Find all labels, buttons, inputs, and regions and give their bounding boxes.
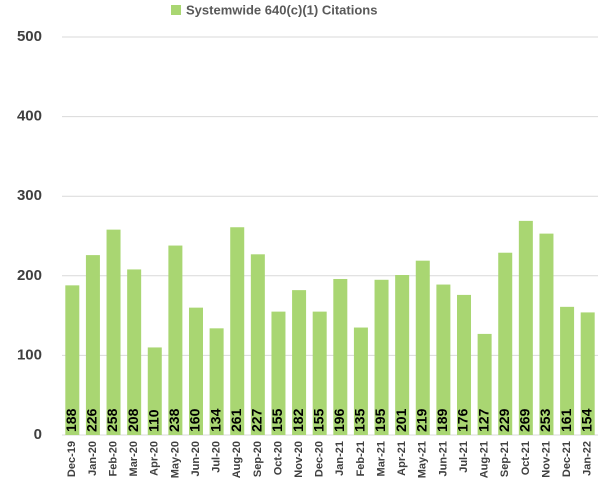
data-label: 227 bbox=[249, 408, 265, 432]
x-tick-label: Dec-21 bbox=[561, 441, 573, 477]
data-label: 160 bbox=[187, 408, 203, 432]
x-tick-label: Sep-20 bbox=[252, 441, 264, 477]
x-tick-label: Apr-20 bbox=[149, 441, 161, 476]
x-tick-label: Jun-21 bbox=[437, 441, 449, 476]
bar bbox=[271, 311, 286, 435]
data-label: 135 bbox=[352, 408, 368, 432]
x-tick-label: Jun-20 bbox=[190, 441, 202, 476]
y-tick-label: 400 bbox=[17, 108, 42, 125]
bar bbox=[85, 255, 100, 435]
x-tick-label: Jan-21 bbox=[334, 441, 346, 476]
x-tick-label: Feb-20 bbox=[107, 441, 119, 476]
y-tick-label: 100 bbox=[17, 346, 42, 363]
legend-label: Systemwide 640(c)(1) Citations bbox=[186, 2, 377, 17]
data-label: 219 bbox=[413, 408, 429, 432]
bar bbox=[189, 307, 203, 435]
data-label: 195 bbox=[372, 408, 388, 432]
bar bbox=[374, 279, 389, 435]
x-tick-label: Apr-21 bbox=[396, 441, 408, 476]
x-tick-label: Jan-22 bbox=[582, 441, 594, 476]
x-tick-label: Mar-20 bbox=[128, 441, 140, 476]
x-tick-label: Mar-21 bbox=[375, 441, 387, 476]
bar bbox=[457, 294, 471, 435]
bar bbox=[477, 333, 492, 435]
data-label: 155 bbox=[310, 408, 326, 432]
bar bbox=[518, 220, 533, 435]
bar bbox=[436, 284, 451, 435]
data-label: 110 bbox=[145, 409, 161, 432]
bar bbox=[106, 229, 121, 435]
bar bbox=[498, 252, 513, 435]
bar bbox=[230, 227, 245, 435]
data-label: 127 bbox=[475, 408, 491, 432]
data-label: 182 bbox=[290, 408, 306, 432]
data-label: 253 bbox=[537, 408, 553, 432]
x-tick-label: Jan-20 bbox=[87, 441, 99, 476]
data-label: 201 bbox=[393, 408, 409, 432]
bar bbox=[580, 312, 595, 435]
bar bbox=[415, 260, 430, 435]
bar bbox=[250, 254, 265, 435]
data-label: 176 bbox=[455, 408, 471, 432]
x-tick-label: Jul-20 bbox=[211, 441, 223, 473]
x-tick-label: Aug-21 bbox=[479, 441, 491, 478]
bar bbox=[312, 311, 327, 435]
data-label: 154 bbox=[578, 408, 594, 432]
x-tick-label: Jul-21 bbox=[458, 441, 470, 473]
x-tick-label: May-20 bbox=[169, 441, 181, 478]
y-tick-label: 0 bbox=[34, 426, 42, 443]
x-tick-label: May-21 bbox=[417, 441, 429, 478]
data-label: 188 bbox=[63, 408, 79, 432]
bar bbox=[65, 285, 80, 435]
data-label: 189 bbox=[434, 408, 450, 432]
x-tick-label: Feb-21 bbox=[355, 441, 367, 476]
bar bbox=[147, 347, 162, 435]
legend-swatch bbox=[171, 5, 181, 15]
x-tick-label: Nov-20 bbox=[293, 441, 305, 478]
x-tick-label: Sep-21 bbox=[499, 441, 511, 477]
y-tick-label: 300 bbox=[17, 187, 42, 204]
bar bbox=[353, 327, 368, 435]
data-label: 238 bbox=[166, 408, 182, 432]
y-tick-label: 500 bbox=[17, 28, 42, 45]
bar bbox=[168, 245, 183, 435]
x-tick-label: Nov-21 bbox=[540, 441, 552, 478]
bar bbox=[395, 275, 410, 435]
data-label: 258 bbox=[104, 408, 120, 432]
x-tick-label: Oct-21 bbox=[520, 441, 532, 475]
x-tick-label: Dec-19 bbox=[66, 441, 78, 477]
bar bbox=[560, 306, 575, 435]
bar bbox=[292, 290, 307, 435]
data-label: 261 bbox=[228, 408, 244, 432]
bar bbox=[209, 328, 224, 435]
x-tick-label: Oct-20 bbox=[272, 441, 284, 475]
data-label: 269 bbox=[517, 408, 533, 432]
data-label: 161 bbox=[558, 408, 574, 432]
bar bbox=[539, 233, 554, 435]
x-tick-label: Dec-20 bbox=[314, 441, 326, 477]
bar bbox=[333, 278, 348, 435]
data-label: 155 bbox=[269, 408, 285, 432]
x-tick-label: Aug-20 bbox=[231, 441, 243, 478]
data-label: 229 bbox=[496, 408, 512, 432]
bar bbox=[127, 269, 142, 435]
data-label: 226 bbox=[84, 408, 100, 432]
data-label: 196 bbox=[331, 408, 347, 432]
y-tick-label: 200 bbox=[17, 267, 42, 284]
data-label: 134 bbox=[207, 408, 223, 432]
data-label: 208 bbox=[125, 408, 141, 432]
